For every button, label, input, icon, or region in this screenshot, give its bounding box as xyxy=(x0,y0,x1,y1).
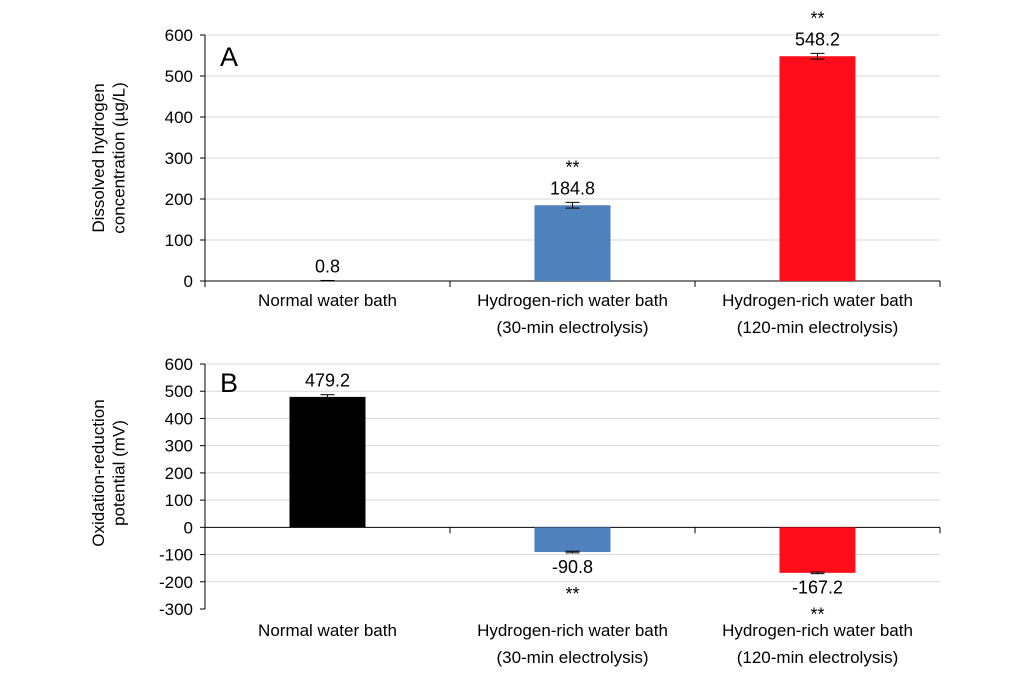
bar xyxy=(534,527,611,553)
x-category-label: Normal water bath xyxy=(258,291,397,310)
x-category-label: (30-min electrolysis) xyxy=(496,648,648,667)
y-tick-label: 200 xyxy=(165,190,193,209)
y-tick-label: 500 xyxy=(165,382,193,401)
y-tick-label: -100 xyxy=(159,546,193,565)
y-tick-label: 200 xyxy=(165,464,193,483)
panel-label: A xyxy=(220,42,238,72)
bar xyxy=(779,56,856,281)
y-tick-label: 400 xyxy=(165,409,193,428)
y-tick-label: -200 xyxy=(159,573,193,592)
x-category-label: Hydrogen-rich water bath xyxy=(722,621,913,640)
bar xyxy=(289,396,366,528)
y-tick-label: -300 xyxy=(159,600,193,619)
significance-marker: ** xyxy=(565,157,579,177)
x-category-label: Hydrogen-rich water bath xyxy=(477,621,668,640)
y-tick-label: 500 xyxy=(165,67,193,86)
panel-a-chart: 0 100 200 300 400 500 600 Dissolved hydrogencon… xyxy=(89,8,941,337)
bar xyxy=(534,205,611,281)
panel-label: B xyxy=(220,368,238,398)
data-label: -90.8 xyxy=(552,557,593,577)
x-category-label: Hydrogen-rich water bath xyxy=(477,291,668,310)
data-label: 184.8 xyxy=(550,178,595,198)
data-label: 548.2 xyxy=(795,29,840,49)
x-category-label: (120-min electrolysis) xyxy=(737,648,899,667)
y-axis-title-line: Dissolved hydrogen xyxy=(89,83,108,232)
y-tick-label: 0 xyxy=(184,272,193,291)
bar xyxy=(779,527,856,573)
x-category-label: Normal water bath xyxy=(258,621,397,640)
data-label: 479.2 xyxy=(305,371,350,391)
y-tick-label: 300 xyxy=(165,149,193,168)
y-axis-title-line: concentration (µg/L) xyxy=(109,82,128,234)
x-category-label: (30-min electrolysis) xyxy=(496,318,648,337)
significance-marker: ** xyxy=(810,605,824,625)
y-tick-label: 100 xyxy=(165,491,193,510)
data-label: 0.8 xyxy=(315,256,340,276)
y-axis-title: Dissolved hydrogenconcentration (µg/L) xyxy=(89,82,128,234)
y-tick-label: 300 xyxy=(165,437,193,456)
x-category-label: (120-min electrolysis) xyxy=(737,318,899,337)
y-axis-title-line: potential (mV) xyxy=(109,420,128,526)
y-axis-title: Oxidation-reductionpotential (mV) xyxy=(89,399,128,546)
y-tick-label: 100 xyxy=(165,231,193,250)
data-label: -167.2 xyxy=(792,578,843,598)
significance-marker: ** xyxy=(810,8,824,28)
significance-marker: ** xyxy=(565,584,579,604)
x-category-label: Hydrogen-rich water bath xyxy=(722,291,913,310)
y-tick-label: 600 xyxy=(165,26,193,45)
y-axis-title-line: Oxidation-reduction xyxy=(89,399,108,546)
y-tick-label: 400 xyxy=(165,108,193,127)
y-tick-label: 600 xyxy=(165,355,193,374)
y-tick-label: 0 xyxy=(184,518,193,537)
panel-b-chart: -300 -200 -100 0 100 200 300 400 500 600 Oxidation… xyxy=(89,355,941,667)
